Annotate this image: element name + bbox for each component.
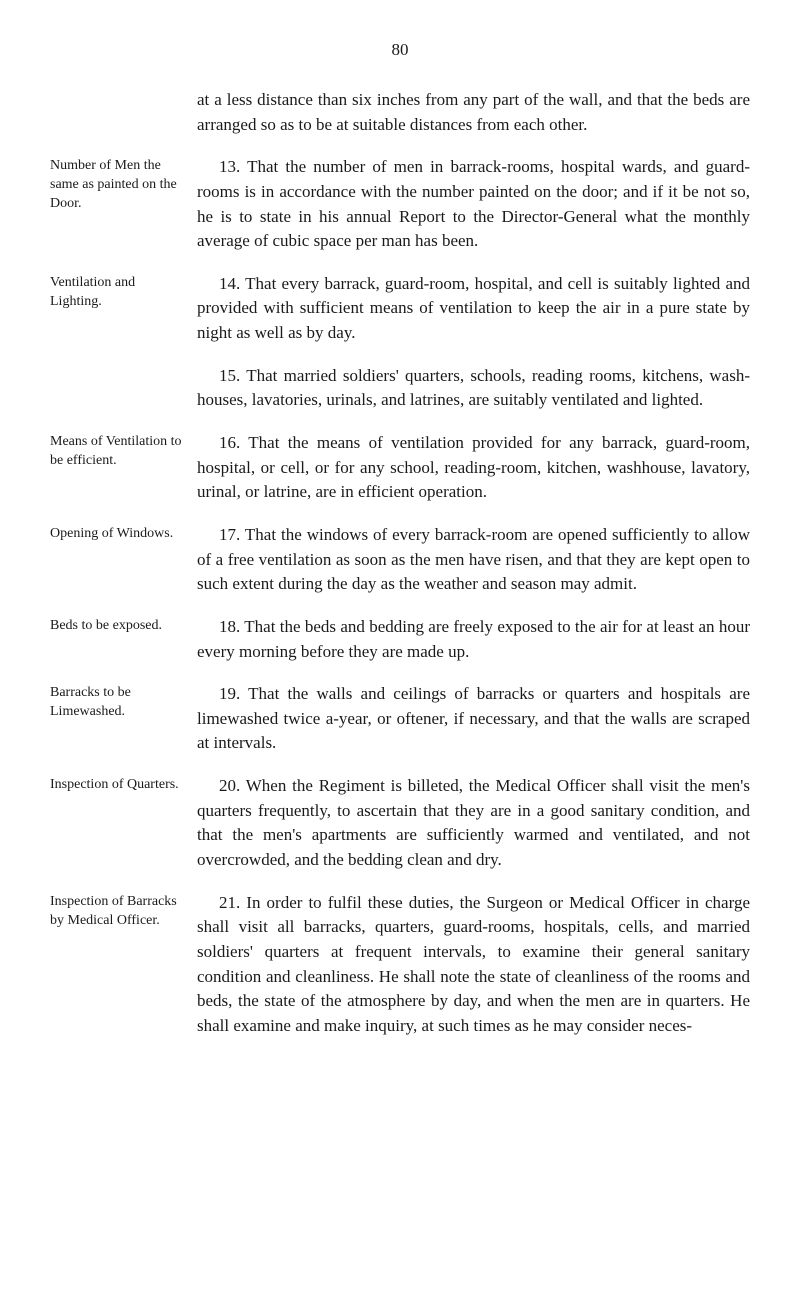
paragraph-entry: Number of Men the same as painted on the… xyxy=(50,155,750,254)
body-text: 16. That the means of ventilation provid… xyxy=(197,431,750,505)
body-text: 18. That the beds and bedding are freely… xyxy=(197,615,750,664)
margin-note: Number of Men the same as painted on the… xyxy=(50,155,197,214)
margin-note: Inspection of Quarters. xyxy=(50,774,197,795)
margin-note: Beds to be exposed. xyxy=(50,615,197,636)
body-span: 21. In order to fulfil these duties, the… xyxy=(197,893,750,1035)
paragraph-entry: Inspection of Barracks by Medical Office… xyxy=(50,891,750,1039)
margin-note: Opening of Windows. xyxy=(50,523,197,544)
margin-note xyxy=(50,364,197,366)
margin-note: Ventilation and Lighting. xyxy=(50,272,197,312)
margin-note: Barracks to be Limewashed. xyxy=(50,682,197,722)
body-span: 20. When the Regiment is billeted, the M… xyxy=(197,776,750,869)
paragraph-entry: Barracks to be Limewashed. 19. That the … xyxy=(50,682,750,756)
margin-note xyxy=(50,88,197,90)
page-number: 80 xyxy=(50,40,750,60)
body-span: 18. That the beds and bedding are freely… xyxy=(197,617,750,661)
body-span: 16. That the means of ventilation provid… xyxy=(197,433,750,501)
paragraph-entry: Inspection of Quarters. 20. When the Reg… xyxy=(50,774,750,873)
body-span: 19. That the walls and ceilings of barra… xyxy=(197,684,750,752)
document-page: 80 at a less distance than six inches fr… xyxy=(0,0,800,1097)
body-text: 14. That every barrack, guard-room, hosp… xyxy=(197,272,750,346)
body-text: 20. When the Regiment is billeted, the M… xyxy=(197,774,750,873)
margin-note: Means of Ventilation to be efficient. xyxy=(50,431,197,471)
body-span: 13. That the number of men in barrack-ro… xyxy=(197,157,750,250)
paragraph-entry: 15. That married soldiers' quarters, sch… xyxy=(50,364,750,413)
paragraph-entry: Beds to be exposed. 18. That the beds an… xyxy=(50,615,750,664)
body-text: 19. That the walls and ceilings of barra… xyxy=(197,682,750,756)
body-text: 21. In order to fulfil these duties, the… xyxy=(197,891,750,1039)
paragraph-entry: Means of Ventilation to be efficient. 16… xyxy=(50,431,750,505)
body-span: 17. That the windows of every barrack-ro… xyxy=(197,525,750,593)
body-text: 17. That the windows of every barrack-ro… xyxy=(197,523,750,597)
margin-note: Inspection of Barracks by Medical Office… xyxy=(50,891,197,931)
body-span: 14. That every barrack, guard-room, hosp… xyxy=(197,274,750,342)
body-text: 15. That married soldiers' quarters, sch… xyxy=(197,364,750,413)
body-text: 13. That the number of men in barrack-ro… xyxy=(197,155,750,254)
paragraph-entry: at a less distance than six inches from … xyxy=(50,88,750,137)
body-text: at a less distance than six inches from … xyxy=(197,88,750,137)
paragraph-entry: Opening of Windows. 17. That the windows… xyxy=(50,523,750,597)
paragraph-entry: Ventilation and Lighting. 14. That every… xyxy=(50,272,750,346)
body-span: 15. That married soldiers' quarters, sch… xyxy=(197,366,750,410)
